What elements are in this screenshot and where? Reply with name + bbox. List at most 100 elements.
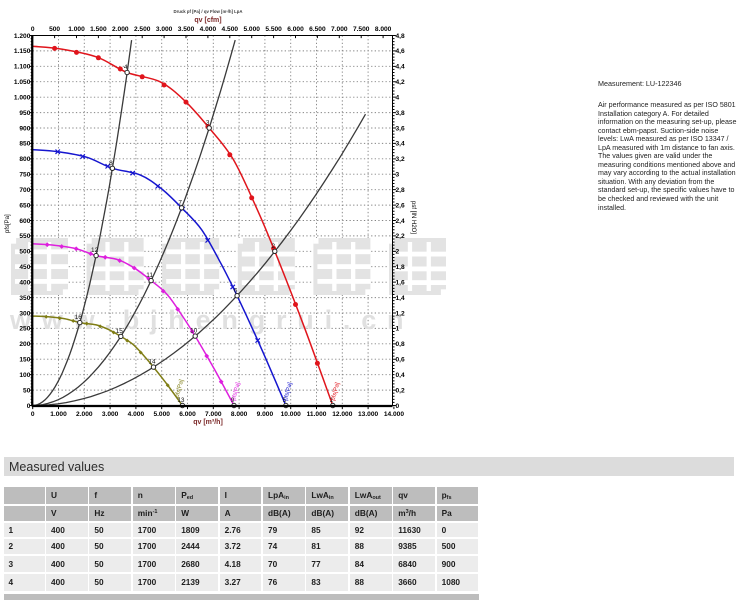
svg-text:1.050: 1.050 [14,79,31,86]
svg-text:200: 200 [19,341,30,348]
svg-text:100: 100 [19,372,30,379]
svg-text:14.000: 14.000 [384,411,405,418]
svg-text:1.000: 1.000 [14,95,31,102]
svg-text:0,4: 0,4 [396,372,405,379]
svg-text:550: 550 [19,233,30,240]
svg-text:4,8: 4,8 [396,33,405,40]
svg-text:4,4: 4,4 [396,64,405,71]
svg-text:16: 16 [75,314,83,321]
svg-text:5.000: 5.000 [153,411,170,418]
svg-text:pfs[Pa]: pfs[Pa] [283,382,294,402]
svg-text:350: 350 [19,295,30,302]
svg-text:www.bjhengrui.cn: www.bjhengrui.cn [9,305,414,335]
svg-text:10: 10 [190,328,198,335]
svg-text:pfs[Pa]: pfs[Pa] [5,214,11,233]
svg-text:3,2: 3,2 [396,156,405,163]
svg-text:1,6: 1,6 [396,280,405,287]
svg-text:6.500: 6.500 [309,26,326,33]
svg-text:4: 4 [396,95,400,102]
svg-text:2: 2 [396,249,400,256]
svg-text:2.500: 2.500 [134,26,151,33]
svg-text:2: 2 [272,243,276,250]
svg-text:5.000: 5.000 [243,26,260,33]
svg-text:0,8: 0,8 [396,341,405,348]
svg-text:4.500: 4.500 [222,26,239,33]
svg-text:1.000: 1.000 [68,26,85,33]
svg-text:0,6: 0,6 [396,357,405,364]
svg-text:1.200: 1.200 [14,33,31,40]
svg-text:3.500: 3.500 [178,26,195,33]
svg-text:0: 0 [31,411,35,418]
svg-text:850: 850 [19,141,30,148]
svg-text:6.000: 6.000 [287,26,304,33]
svg-text:Druck pf [Pa] / qv Flow [m³/h]: Druck pf [Pa] / qv Flow [m³/h] LpA [174,9,243,14]
svg-text:4.000: 4.000 [200,26,217,33]
svg-text:950: 950 [19,110,30,117]
svg-text:0: 0 [31,26,35,33]
svg-text:8: 8 [109,160,113,167]
svg-text:3.000: 3.000 [102,411,119,418]
svg-text:7.000: 7.000 [331,26,348,33]
svg-text:3: 3 [206,120,210,127]
svg-text:300: 300 [19,310,30,317]
svg-text:13.000: 13.000 [358,411,379,418]
svg-text:0,2: 0,2 [396,387,405,394]
svg-text:500: 500 [49,26,60,33]
svg-text:6.000: 6.000 [179,411,196,418]
svg-text:5: 5 [283,397,287,404]
svg-text:pfs[Pa]: pfs[Pa] [175,379,186,399]
svg-text:1,8: 1,8 [396,264,405,271]
svg-text:qv [m³/h]: qv [m³/h] [193,419,223,426]
svg-text:11.000: 11.000 [307,411,327,418]
svg-text:2,4: 2,4 [396,218,405,225]
svg-text:9: 9 [231,397,235,404]
svg-text:qv [cfm]: qv [cfm] [194,17,221,24]
svg-text:4,2: 4,2 [396,79,405,86]
svg-text:500: 500 [19,249,30,256]
svg-text:pfs[Pa]: pfs[Pa] [231,382,242,402]
svg-text:8.000: 8.000 [375,26,392,33]
svg-text:15: 15 [116,328,124,335]
svg-text:800: 800 [19,156,30,163]
svg-text:1: 1 [330,397,334,404]
svg-text:7.500: 7.500 [353,26,370,33]
svg-text:450: 450 [19,264,30,271]
svg-text:250: 250 [19,326,30,333]
svg-text:1.500: 1.500 [90,26,107,33]
svg-text:0: 0 [27,403,31,410]
svg-text:1,2: 1,2 [396,310,405,317]
svg-text:6: 6 [234,287,238,294]
svg-text:13: 13 [177,397,185,404]
svg-text:3: 3 [396,172,400,179]
svg-text:4.000: 4.000 [128,411,145,418]
svg-text:psf [IN H2O]: psf [IN H2O] [410,201,416,234]
svg-text:700: 700 [19,187,30,194]
svg-text:4,6: 4,6 [396,48,405,55]
svg-text:3,8: 3,8 [396,110,405,117]
svg-text:600: 600 [19,218,30,225]
svg-text:1: 1 [396,326,400,333]
svg-text:5.500: 5.500 [265,26,282,33]
svg-text:3,4: 3,4 [396,141,405,148]
svg-text:650: 650 [19,202,30,209]
svg-text:1.100: 1.100 [14,64,31,71]
svg-text:pfs[Pa]: pfs[Pa] [331,382,342,402]
svg-text:3.000: 3.000 [156,26,173,33]
svg-text:2,8: 2,8 [396,187,405,194]
svg-text:1.000: 1.000 [50,411,67,418]
svg-text:3,6: 3,6 [396,125,405,132]
svg-text:9.000: 9.000 [257,411,274,418]
svg-text:7: 7 [178,199,182,206]
svg-text:2.000: 2.000 [76,411,93,418]
svg-text:7.000: 7.000 [205,411,222,418]
svg-text:12: 12 [91,247,99,254]
svg-text:2,6: 2,6 [396,202,405,209]
svg-text:2.000: 2.000 [112,26,129,33]
svg-text:750: 750 [19,172,30,179]
svg-text:12.000: 12.000 [332,411,353,418]
svg-text:10.000: 10.000 [281,411,302,418]
svg-text:0: 0 [396,403,400,410]
svg-text:1.150: 1.150 [14,48,31,55]
svg-text:50: 50 [23,387,31,394]
svg-text:150: 150 [19,357,30,364]
